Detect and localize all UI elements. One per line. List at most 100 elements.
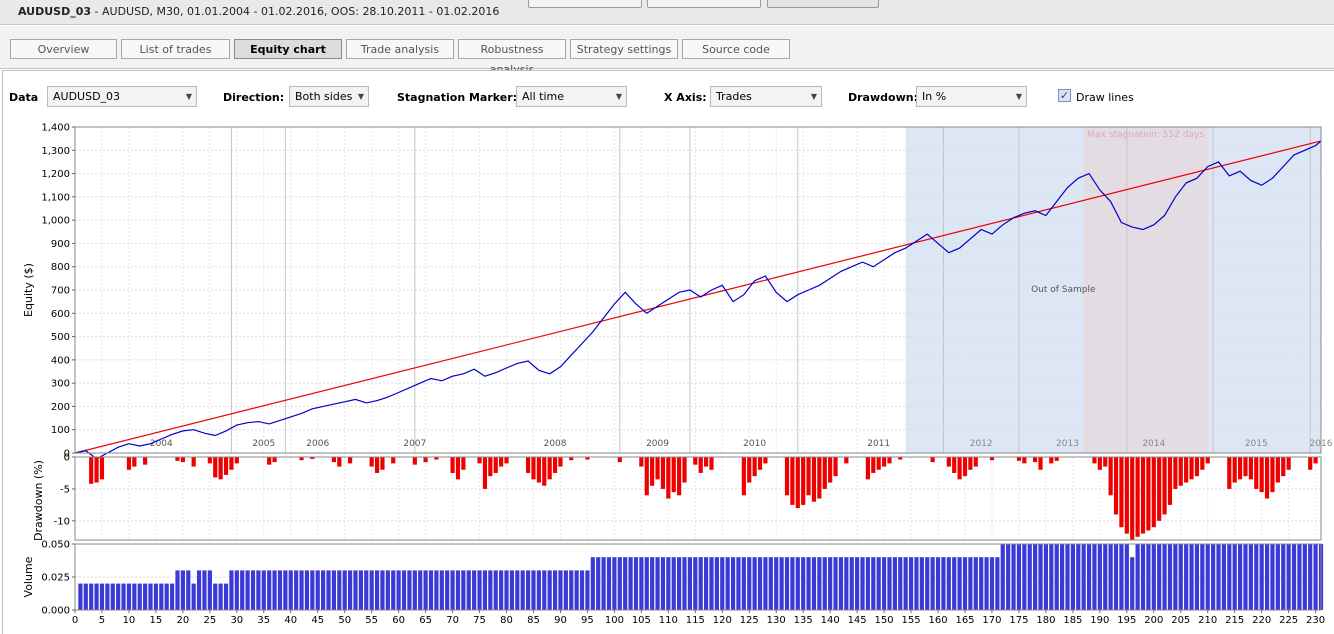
- volume-bar: [1108, 544, 1113, 610]
- tab-trade-analysis[interactable]: Trade analysis: [346, 39, 454, 59]
- volume-bar: [1232, 544, 1237, 610]
- equity-y-ticks: 0 100 200 300 400 500 600 700 800 900 1,000 1,100 1,…: [41, 123, 75, 460]
- x-tick-label: 10: [123, 615, 136, 626]
- x-tick-label: 165: [955, 615, 974, 626]
- y-tick-label: 300: [51, 379, 70, 390]
- volume-bar: [213, 583, 218, 610]
- volume-bar: [1043, 544, 1049, 610]
- tab-strategy-settings[interactable]: Strategy settings: [570, 39, 678, 59]
- volume-bar: [860, 557, 865, 610]
- volume-bar: [1097, 544, 1102, 610]
- y-tick-label: 800: [51, 262, 70, 273]
- year-label: 2013: [1056, 439, 1079, 449]
- year-label: 2010: [743, 439, 766, 449]
- volume-bar: [423, 570, 428, 610]
- volume-bar: [515, 570, 520, 610]
- volume-bar: [374, 570, 380, 610]
- toolbar-button-3[interactable]: [767, 0, 879, 8]
- volume-bar: [509, 570, 515, 610]
- volume-bar: [590, 557, 595, 610]
- volume-bar: [148, 583, 153, 610]
- drawdown-bar: [957, 457, 962, 480]
- stagnation-marker-select[interactable]: All time ▼: [516, 86, 627, 107]
- tab-overview[interactable]: Overview: [10, 39, 117, 59]
- volume-bar: [207, 570, 212, 610]
- volume-bar: [714, 557, 719, 610]
- volume-bar: [606, 557, 612, 610]
- tab-list-of-trades[interactable]: List of trades: [121, 39, 230, 59]
- volume-bar: [774, 557, 779, 610]
- drawdown-bar: [461, 457, 466, 470]
- x-tick-label: 105: [632, 615, 651, 626]
- y-tick-label: 600: [51, 309, 70, 320]
- volume-bar: [1259, 544, 1264, 610]
- drawdown-bar: [655, 457, 660, 480]
- drawdown-bar: [1270, 457, 1275, 493]
- draw-lines-checkbox[interactable]: ✓: [1058, 89, 1071, 102]
- x-tick-label: 220: [1252, 615, 1271, 626]
- volume-bar: [844, 557, 849, 610]
- volume-bar: [617, 557, 622, 610]
- volume-bar: [121, 583, 126, 610]
- volume-bar: [747, 557, 752, 610]
- x-tick-label: 120: [713, 615, 732, 626]
- drawdown-bar: [191, 457, 196, 467]
- volume-bar: [450, 570, 455, 610]
- volume-bar: [601, 557, 606, 610]
- volume-bar: [693, 557, 698, 610]
- y-tick-label: -10: [54, 516, 70, 527]
- x-tick-label: 90: [554, 615, 567, 626]
- x-tick-label: 70: [446, 615, 459, 626]
- data-select[interactable]: AUDUSD_03 ▼: [47, 86, 197, 107]
- drawdown-bar: [585, 457, 590, 460]
- x-axis-select[interactable]: Trades ▼: [710, 86, 822, 107]
- y-tick-label: 900: [51, 239, 70, 250]
- y-tick-label: 1,100: [41, 192, 70, 203]
- x-tick-label: 110: [659, 615, 678, 626]
- volume-bar: [407, 570, 412, 610]
- volume-bars: [78, 544, 1324, 610]
- data-label: Data: [9, 91, 39, 104]
- window-title-bar: AUDUSD_03 - AUDUSD, M30, 01.01.2004 - 01…: [0, 0, 1334, 25]
- volume-bar: [671, 557, 676, 610]
- volume-bar: [1270, 544, 1275, 610]
- check-icon: ✓: [1059, 89, 1070, 102]
- volume-bar: [310, 570, 315, 610]
- volume-bar: [536, 570, 541, 610]
- tab-equity-chart[interactable]: Equity chart: [234, 39, 342, 59]
- volume-bar: [720, 557, 725, 610]
- y-tick-label: 1,000: [41, 216, 70, 227]
- volume-bar: [369, 570, 374, 610]
- drawdown-select[interactable]: In % ▼: [916, 86, 1027, 107]
- x-tick-label: 225: [1279, 615, 1298, 626]
- direction-select[interactable]: Both sides ▼: [289, 86, 369, 107]
- volume-bar: [768, 557, 773, 610]
- x-tick-label: 85: [527, 615, 540, 626]
- tab-bar: Overview List of trades Equity chart Tra…: [0, 26, 1334, 76]
- drawdown-bar: [1167, 457, 1173, 505]
- drawdown-bar: [126, 457, 132, 470]
- y-tick-label: 500: [51, 332, 70, 343]
- volume-bar: [1054, 544, 1059, 610]
- drawdown-bar: [229, 457, 234, 470]
- x-tick-label: 200: [1144, 615, 1163, 626]
- volume-y-ticks: 0.000 0.025 0.050: [41, 540, 75, 617]
- drawdown-bar: [558, 457, 563, 467]
- volume-bar: [552, 570, 558, 610]
- drawdown-bar: [1194, 457, 1200, 477]
- toolbar-button-1[interactable]: [528, 0, 642, 8]
- tab-source-code[interactable]: Source code: [682, 39, 790, 59]
- y-tick-label: 1,300: [41, 146, 70, 157]
- volume-bar: [801, 557, 806, 610]
- trend-line: [74, 140, 1322, 454]
- toolbar-button-2[interactable]: [647, 0, 761, 8]
- drawdown-bar: [1124, 457, 1129, 534]
- volume-bar: [277, 570, 283, 610]
- volume-bar: [256, 570, 261, 610]
- volume-bar: [137, 583, 142, 610]
- volume-bar: [871, 557, 876, 610]
- volume-bar: [250, 570, 256, 610]
- drawdown-bar: [1140, 457, 1146, 534]
- volume-bar: [229, 570, 234, 610]
- volume-bar: [186, 570, 191, 610]
